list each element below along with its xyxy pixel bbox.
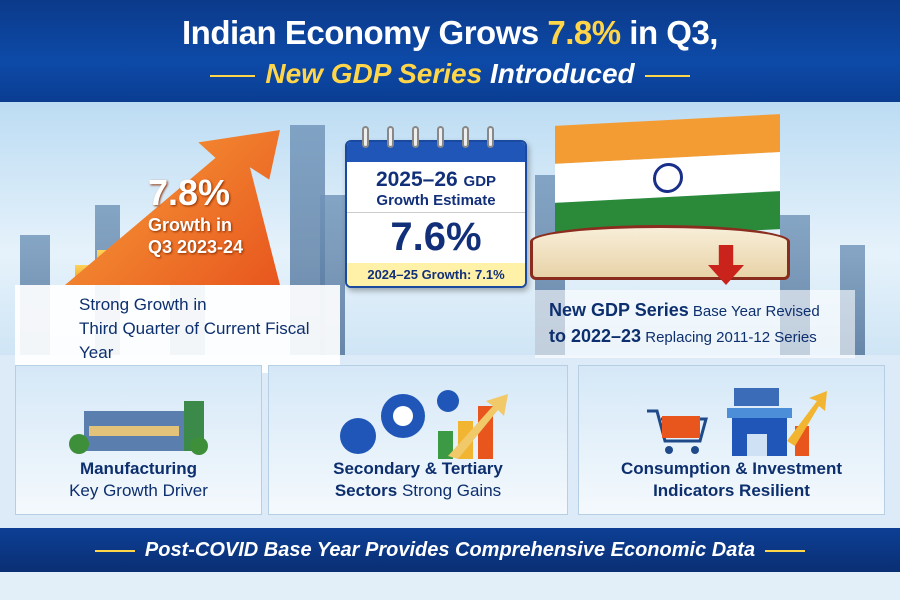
- card-consumption: Consumption & Investment Indicators Resil…: [578, 365, 885, 515]
- calendar-year: 2025–26 GDP: [347, 168, 525, 192]
- headline-highlight: 7.8%: [547, 14, 621, 51]
- divider: [94, 549, 135, 552]
- subheadline-highlight: New GDP Series: [265, 58, 483, 89]
- card-label: Secondary & Tertiary Sectors Strong Gains: [269, 458, 567, 502]
- factory-icon: [68, 401, 208, 455]
- growth-value: 7.8%: [148, 172, 231, 213]
- headline: Indian Economy Grows 7.8% in Q3,: [0, 14, 900, 52]
- growth-label: Growth in: [148, 215, 232, 235]
- gears-growth-icon: [340, 390, 508, 459]
- card-title: Indicators Resilient: [653, 481, 810, 500]
- growth-figure: 7.8% Growth in Q3 2023-24: [148, 172, 243, 258]
- growth-caption: Strong Growth in Third Quarter of Curren…: [15, 285, 340, 373]
- subheadline-text: Introduced: [482, 58, 635, 89]
- year: 2025–26: [375, 168, 458, 191]
- divider: [210, 74, 256, 77]
- card-manufacturing: Manufacturing Key Growth Driver: [15, 365, 262, 515]
- card-label: Manufacturing Key Growth Driver: [16, 458, 261, 502]
- calendar-ring-icon: [412, 126, 419, 148]
- caption-text: Base Year Revised: [692, 303, 820, 320]
- calendar-header: [347, 142, 525, 162]
- calendar-label: Growth Estimate: [347, 192, 525, 213]
- estimate-value: 7.6%: [390, 215, 482, 259]
- header-banner: Indian Economy Grows 7.8% in Q3, New GDP…: [0, 0, 900, 102]
- card-subtitle: Strong Gains: [401, 481, 502, 500]
- calendar-ring-icon: [387, 126, 394, 148]
- card-title: Sectors: [334, 481, 398, 500]
- series-caption: New GDP Series Base Year Revised to 2022…: [535, 290, 855, 358]
- caption-line: Third Quarter of Current Fiscal Year: [79, 319, 310, 362]
- bottom-strip: [0, 572, 900, 600]
- card-subtitle: Key Growth Driver: [69, 481, 208, 500]
- open-book-icon: [530, 225, 790, 280]
- card-title: Consumption & Investment: [620, 459, 842, 478]
- calendar-ring-icon: [487, 126, 494, 148]
- calendar-ring-icon: [462, 126, 469, 148]
- caption-text: Replacing 2011-12 Series: [645, 329, 817, 346]
- india-flag-icon: [555, 114, 780, 241]
- growth-period: Q3 2023-24: [148, 237, 244, 257]
- subheadline: New GDP Series Introduced: [0, 58, 900, 90]
- card-title: Manufacturing: [79, 459, 198, 478]
- caption-line: Strong Growth in: [79, 295, 207, 314]
- gdp-label: GDP: [463, 173, 497, 190]
- caption-line: to 2022–23 Replacing 2011-12 Series: [549, 324, 841, 350]
- headline-text-end: in Q3,: [620, 14, 718, 51]
- divider: [765, 549, 806, 552]
- headline-text: Indian Economy Grows: [182, 14, 548, 51]
- calendar-ring-icon: [437, 126, 444, 148]
- calendar-ring-icon: [362, 126, 369, 148]
- gdp-estimate-calendar: 2025–26 GDP Growth Estimate 7.6% 2024–25…: [345, 140, 527, 288]
- footer-text: Post-COVID Base Year Provides Comprehens…: [144, 539, 756, 561]
- footer-banner: Post-COVID Base Year Provides Comprehens…: [0, 528, 900, 572]
- caption-bold: to 2022–23: [549, 326, 642, 346]
- card-label: Consumption & Investment Indicators Resil…: [579, 458, 884, 502]
- card-title: Secondary & Tertiary: [333, 459, 503, 478]
- card-sectors: Secondary & Tertiary Sectors Strong Gains: [268, 365, 568, 515]
- previous-growth: 2024–25 Growth: 7.1%: [347, 263, 525, 286]
- divider: [644, 74, 690, 77]
- caption-bold: New GDP Series: [549, 300, 689, 320]
- shopping-store-icon: [646, 388, 827, 456]
- caption-line: New GDP Series Base Year Revised: [549, 298, 841, 324]
